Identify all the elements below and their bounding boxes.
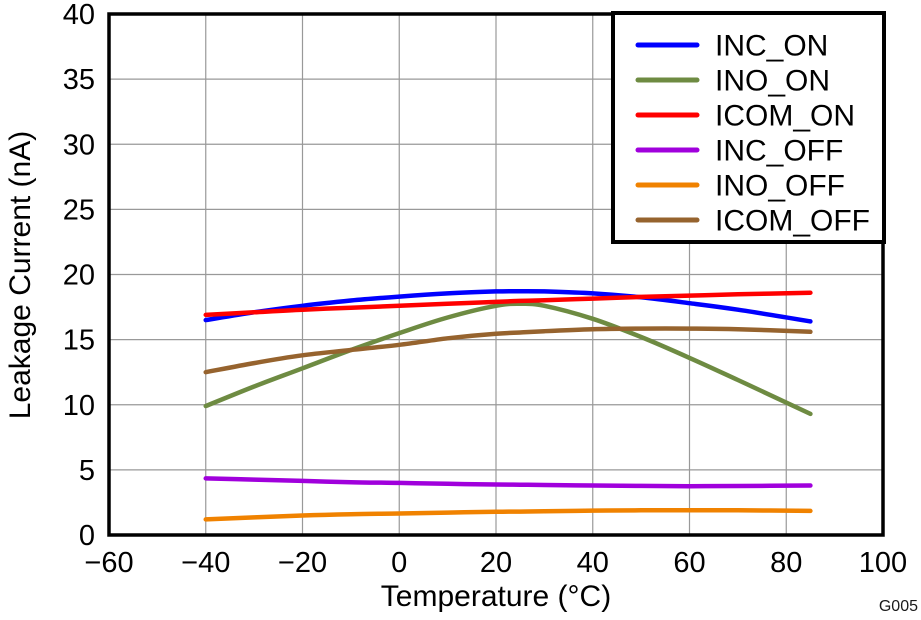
y-tick-label: 20: [63, 260, 95, 292]
y-tick-label: 35: [63, 64, 95, 96]
legend-label-INO_OFF: INO_OFF: [715, 170, 845, 203]
series-line-INC_OFF: [203, 476, 813, 489]
legend-label-ICOM_OFF: ICOM_OFF: [715, 205, 870, 238]
x-tick-label: 0: [391, 547, 407, 579]
series-line-INO_OFF: [203, 507, 813, 522]
x-tick-label: 60: [673, 547, 705, 579]
y-axis-title: Leakage Current (nA): [4, 130, 37, 420]
y-tick-label: 25: [63, 194, 95, 226]
x-tick-label: −20: [278, 547, 327, 579]
figure-code: G005: [878, 598, 918, 615]
x-tick-label: 100: [859, 547, 907, 579]
series-line-ICOM_OFF: [203, 326, 813, 375]
legend-label-INC_ON: INC_ON: [715, 30, 828, 63]
series-line-INC_ON: [203, 288, 813, 324]
x-tick-label: −40: [181, 547, 230, 579]
x-axis-title: Temperature (°C): [380, 580, 612, 613]
y-tick-label: 30: [63, 129, 95, 161]
x-tick-label: 80: [770, 547, 802, 579]
y-tick-label: 5: [79, 455, 95, 487]
legend-label-ICOM_ON: ICOM_ON: [715, 100, 855, 133]
plot-frame: [107, 12, 885, 537]
y-tick-label: 15: [63, 325, 95, 357]
legend-box: [611, 11, 886, 244]
x-tick-label: −60: [84, 547, 133, 579]
y-tick-label: 10: [63, 390, 95, 422]
series-line-ICOM_ON: [203, 290, 813, 318]
series-line-INO_ON: [203, 301, 813, 417]
x-tick-label: 40: [577, 547, 609, 579]
legend-label-INO_ON: INO_ON: [715, 65, 830, 98]
x-tick-label: 20: [480, 547, 512, 579]
y-tick-label: 40: [63, 0, 95, 31]
legend-label-INC_OFF: INC_OFF: [715, 135, 843, 168]
y-tick-label: 0: [79, 520, 95, 552]
